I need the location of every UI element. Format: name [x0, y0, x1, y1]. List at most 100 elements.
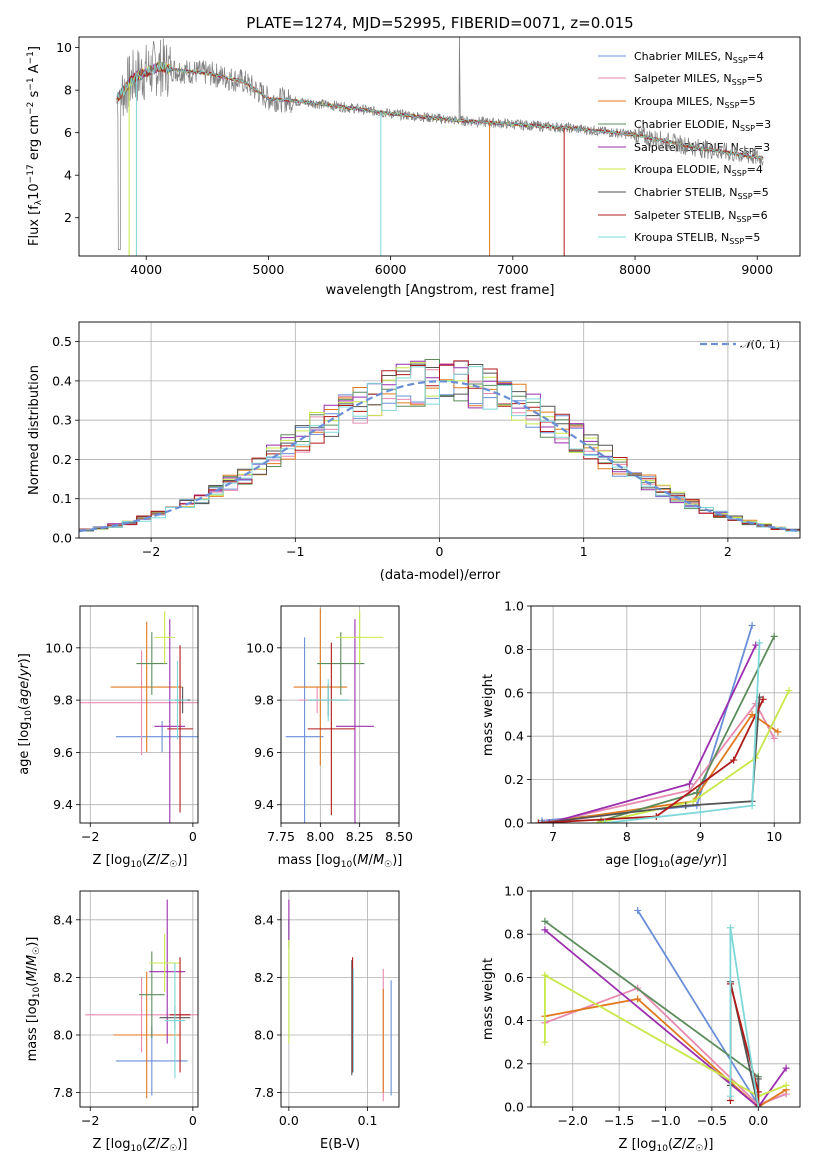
figure-title: PLATE=1274, MJD=52995, FIBERID=0071, z=0…	[246, 14, 633, 32]
legend-label-7: Salpeter STELIB, NSSP=6	[634, 209, 768, 224]
agemass-yticklabel-0: 9.4	[254, 797, 274, 812]
residuals-yticklabel-1: 0.1	[52, 491, 72, 506]
legend-label-8: Kroupa STELIB, NSSP=5	[634, 231, 760, 246]
massebv-yticklabel-1: 8.0	[254, 1028, 274, 1043]
wage-marker-kroupa_elodie-0	[593, 819, 601, 823]
wZ-marker-kroupa_elodie-3	[782, 1081, 790, 1089]
agemass-xticklabel-0: 7.75	[267, 829, 295, 844]
wage-marker-kroupa_stelib-1	[697, 808, 705, 816]
wZ-xticklabel-2: −1.0	[650, 1113, 680, 1128]
wZ-ylabel: mass weight	[481, 958, 496, 1040]
wage-xticklabel-0: 7	[549, 829, 557, 844]
wage-marker-salpeter_elodie-2	[752, 641, 760, 649]
wage-marker-kroupa_elodie-3	[785, 687, 793, 695]
wage-yticklabel-2: 0.4	[504, 729, 524, 744]
massZ-xlabel: Z [log10(Z/Z☉)]	[93, 1137, 188, 1154]
wZ-marker-salpeter_elodie-2	[782, 1064, 790, 1072]
residuals-step-salpeter_stelib	[79, 360, 800, 531]
wZ-marker-chabrier_elodie-0	[541, 917, 549, 925]
wZ-yticklabel-5: 1.0	[504, 884, 524, 899]
agemass-xlabel: mass [log10(M/M☉)]	[278, 853, 403, 870]
wage-yticklabel-0: 0.0	[504, 816, 524, 831]
wage-xticklabel-1: 8	[623, 829, 631, 844]
ageZ-frame	[79, 605, 199, 824]
massZ-xticklabel-1: 0	[189, 1113, 197, 1128]
wage-marker-kroupa_miles-2	[748, 711, 756, 718]
agemass-frame	[280, 605, 400, 824]
wZ-xticklabel-0: −2.0	[558, 1113, 588, 1128]
ageZ-yticklabel-0: 9.4	[53, 797, 73, 812]
spectrum-ylabel: Flux [fλ10−17 erg cm−2 s−1 A−1]	[26, 46, 44, 246]
wage-xticklabel-2: 9	[697, 829, 705, 844]
wZ-marker-kroupa_elodie-0	[541, 1038, 549, 1046]
wage-marker-kroupa_miles-3	[774, 728, 782, 736]
massZ-yticklabel-0: 7.8	[53, 1085, 73, 1100]
wZ-xticklabel-3: −0.5	[697, 1113, 727, 1128]
residuals-legend-label: 𝒩(0, 1)	[740, 338, 780, 351]
residuals-normal-curve	[79, 380, 800, 533]
massZ-yticklabel-1: 8.0	[53, 1028, 73, 1043]
wZ-line-kroupa_stelib	[729, 927, 760, 1107]
residuals-legend: 𝒩(0, 1)	[700, 338, 780, 351]
ageZ-xticklabel-0: −2	[81, 829, 99, 844]
spectrum-xticklabel-3: 7000	[497, 262, 529, 277]
wage-xticklabel-3: 10	[766, 829, 782, 844]
spectrum-halpha-spike	[458, 37, 461, 120]
ageZ-yticklabel-1: 9.6	[53, 745, 73, 760]
wage-yticklabel-5: 1.0	[504, 599, 524, 614]
wZ-marker-kroupa_stelib-2	[754, 1103, 762, 1107]
wage-line-salpeter_stelib	[538, 698, 765, 823]
ageZ-axes: −2 0 9.4 9.6 9.8 10.0	[45, 606, 198, 844]
ageZ-yticklabel-3: 10.0	[45, 640, 73, 655]
wage-marker-salpeter_miles-0	[542, 819, 550, 823]
wage-line-chabrier_miles	[542, 625, 753, 822]
wZ-line-salpeter_elodie	[544, 929, 787, 1107]
wage-frame	[530, 605, 801, 824]
spectrum-frame	[78, 36, 801, 257]
wage-marker-kroupa_stelib-0	[601, 819, 609, 823]
ageZ-yticklabel-2: 9.8	[53, 693, 73, 708]
spectrum-yticklabel-2: 6	[64, 125, 72, 140]
wZ-yticklabel-2: 0.4	[504, 1013, 524, 1028]
wage-line-salpeter_miles	[545, 701, 775, 823]
residuals-axes: −2 −1 0 1 2 0.0 0.1 0.2 0.3 0.4 0.5	[52, 322, 800, 559]
wZ-marker-salpeter_elodie-0	[541, 926, 549, 934]
massebv-xticklabel-0: 0.0	[279, 1113, 299, 1128]
agemass-axes: 7.75 8.00 8.25 8.50 9.4 9.6 9.8 10.0	[246, 606, 413, 844]
spectrum-xticklabel-1: 5000	[253, 262, 285, 277]
massZ-yticklabel-2: 8.2	[53, 970, 73, 985]
spectrum-yticklabel-1: 4	[64, 168, 72, 183]
agemass-points	[285, 608, 384, 823]
massZ-xticklabel-0: −2	[81, 1113, 99, 1128]
wZ-frame	[530, 890, 801, 1108]
residuals-xlabel: (data-model)/error	[380, 568, 501, 583]
residuals-yticklabel-5: 0.5	[52, 334, 72, 349]
spectrum-xticklabel-5: 9000	[741, 262, 773, 277]
massebv-yticklabel-0: 7.8	[254, 1085, 274, 1100]
wage-line-kroupa_miles	[541, 713, 779, 823]
wZ-marker-kroupa_elodie-1	[541, 971, 549, 979]
wage-marker-chabrier_miles-2	[748, 622, 756, 630]
residuals-yticklabel-3: 0.3	[52, 413, 72, 428]
wZ-xticklabel-4: 0.0	[748, 1113, 768, 1128]
wZ-xlabel: Z [log10(Z/Z☉)]	[619, 1137, 714, 1154]
wZ-yticklabel-4: 0.8	[504, 927, 524, 942]
ageZ-points	[80, 611, 198, 823]
spectrum-model-kroupa_stelib	[116, 61, 764, 160]
wage-line-kroupa_elodie	[597, 690, 790, 823]
massebv-yticklabel-2: 8.2	[254, 970, 274, 985]
wage-marker-salpeter_elodie-0	[545, 819, 553, 823]
wage-marker-kroupa_stelib-2	[748, 802, 756, 810]
wage-xlabel: age [log10(age/yr)]	[605, 853, 727, 870]
legend-label-0: Chabrier MILES, NSSP=4	[634, 50, 764, 65]
residuals-hist	[79, 359, 800, 533]
legend-label-3: Chabrier ELODIE, NSSP=3	[634, 118, 771, 133]
agemass-yticklabel-2: 9.8	[254, 693, 274, 708]
wage-marker-salpeter_stelib-2	[730, 756, 738, 764]
agemass-xticklabel-1: 8.00	[306, 829, 334, 844]
wage-marker-salpeter_miles-3	[770, 734, 778, 742]
spectrum-axes: 4000 5000 6000 7000 8000 9000 2 4 6 8 10	[56, 40, 773, 277]
wZ-yticklabel-1: 0.2	[504, 1056, 524, 1071]
agemass-yticklabel-1: 9.6	[254, 745, 274, 760]
